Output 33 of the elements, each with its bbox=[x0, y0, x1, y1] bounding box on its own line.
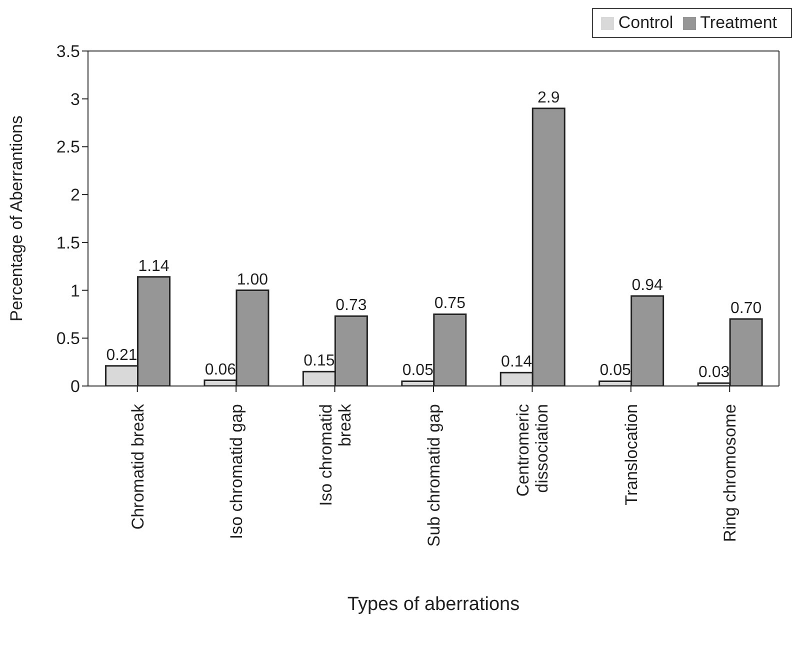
y-tick-label: 0 bbox=[70, 377, 80, 396]
x-tick-label: Ring chromosome bbox=[720, 404, 740, 542]
data-label: 1.14 bbox=[138, 258, 170, 275]
y-tick-label: 2.5 bbox=[56, 138, 80, 157]
x-tick-label: Iso chromatid gap bbox=[227, 404, 246, 540]
data-label: 0.05 bbox=[402, 362, 434, 380]
data-label: 0.94 bbox=[632, 277, 664, 294]
data-label: 0.05 bbox=[600, 362, 632, 380]
data-label: 2.9 bbox=[538, 89, 560, 106]
data-label: 0.70 bbox=[730, 300, 762, 317]
y-tick-label: 3 bbox=[70, 90, 80, 109]
data-label: 0.14 bbox=[501, 354, 532, 371]
x-tick-label: Chromatid break bbox=[128, 404, 148, 530]
x-tick-label: Centromeric dissociation bbox=[514, 404, 552, 497]
data-label: 0.75 bbox=[434, 295, 466, 312]
y-tick-label: 3.5 bbox=[56, 42, 80, 62]
data-label: 1.00 bbox=[236, 271, 268, 288]
data-label: 0.15 bbox=[304, 352, 335, 370]
x-tick-label: Translocation bbox=[622, 404, 641, 506]
x-tick-label: Sub chromatid gap bbox=[424, 404, 444, 547]
legend-label: Control bbox=[618, 13, 674, 32]
data-label: 0.06 bbox=[204, 361, 236, 378]
y-tick-label: 0.5 bbox=[56, 329, 80, 348]
y-tick-label: 2 bbox=[70, 186, 80, 205]
y-tick-label: 1.5 bbox=[56, 233, 80, 252]
y-axis-title: Percentage of Aberrantions bbox=[7, 115, 26, 322]
y-tick-label: 1 bbox=[70, 281, 80, 300]
data-label: 0.03 bbox=[698, 364, 730, 382]
x-tick-label: Iso chromatid break bbox=[316, 404, 354, 506]
legend-label: Treatment bbox=[700, 13, 777, 32]
data-label: 0.21 bbox=[106, 346, 138, 364]
data-label: 0.73 bbox=[336, 297, 367, 314]
x-axis-title: Types of aberrations bbox=[347, 594, 520, 615]
